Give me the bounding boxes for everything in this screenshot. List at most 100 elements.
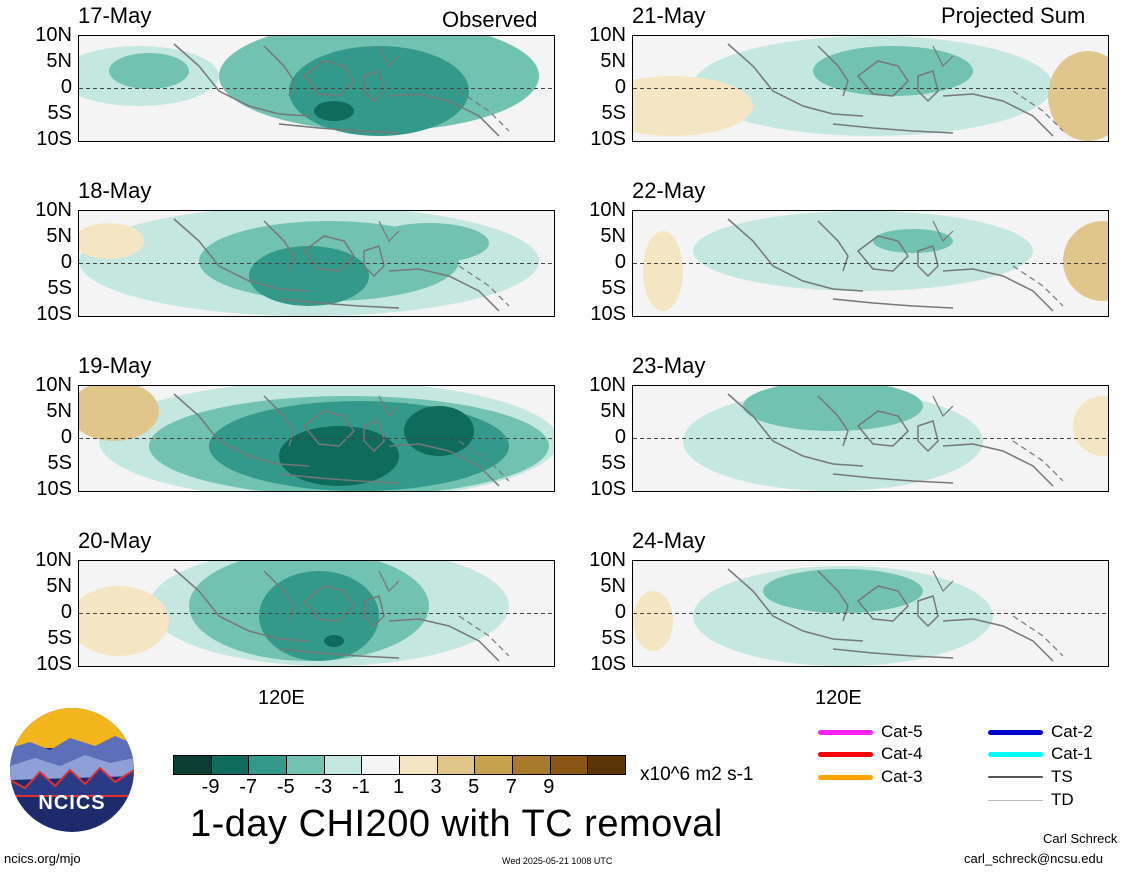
- legend-line: [988, 776, 1043, 778]
- legend-label: Cat-2: [1051, 722, 1093, 741]
- map-panel-23-may: [632, 385, 1109, 492]
- legend-item-cat-1: Cat-1: [988, 743, 1093, 765]
- legend-line: [988, 729, 1043, 735]
- ncics-logo: NCICS: [10, 708, 134, 832]
- legend-item-cat-2: Cat-2: [988, 721, 1093, 743]
- panel-date-20-may: 20-May: [78, 528, 152, 553]
- legend-item-td: TD: [988, 789, 1074, 811]
- colorbar-swatch: [287, 756, 325, 774]
- colorbar-swatch: [362, 756, 401, 774]
- colorbar-tick: -1: [352, 776, 370, 798]
- y-tick: 0: [614, 76, 626, 98]
- colorbar-tick: 9: [543, 776, 555, 798]
- map-panel-24-may: [632, 560, 1109, 667]
- y-tick: 5S: [47, 627, 72, 649]
- y-tick: 5N: [600, 575, 626, 597]
- x-tick-right: 120E: [815, 687, 862, 709]
- colorbar-swatch: [513, 756, 551, 774]
- colorbar-swatch: [475, 756, 514, 774]
- legend-item-cat-3: Cat-3: [818, 766, 923, 788]
- colorbar-tick: -7: [239, 776, 258, 798]
- colorbar-tick: 5: [468, 776, 480, 798]
- legend-line: [988, 799, 1043, 801]
- map-panel-20-may: [78, 560, 555, 667]
- legend-label: Cat-1: [1051, 744, 1093, 763]
- y-tick: 5N: [46, 225, 72, 247]
- panel-date-24-may: 24-May: [632, 528, 706, 553]
- y-tick: 0: [614, 426, 626, 448]
- y-tick: 5N: [600, 50, 626, 72]
- legend-line: [818, 729, 873, 735]
- panel-date-19-may: 19-May: [78, 353, 152, 378]
- colorbar-swatch: [400, 756, 438, 774]
- y-tick: 10S: [590, 478, 626, 500]
- y-tick: 10S: [36, 303, 72, 325]
- x-tick-left: 120E: [258, 687, 305, 709]
- legend-label: Cat-5: [881, 722, 923, 741]
- y-tick: 10N: [35, 199, 72, 221]
- legend-label: Cat-4: [881, 744, 923, 763]
- y-tick: 10N: [589, 549, 626, 571]
- y-tick: 5S: [47, 452, 72, 474]
- legend-line: [988, 751, 1043, 757]
- legend-line: [818, 751, 873, 757]
- map-panel-21-may: [632, 35, 1109, 142]
- panel-date-22-may: 22-May: [632, 178, 706, 203]
- main-title: 1-day CHI200 with TC removal: [190, 803, 723, 845]
- colorbar-swatch: [324, 756, 363, 774]
- colorbar-tick: 7: [505, 776, 517, 798]
- colorbar-tick: 3: [430, 776, 442, 798]
- map-panel-22-may: [632, 210, 1109, 317]
- y-tick: 10N: [589, 374, 626, 396]
- colorbar-tick: -3: [314, 776, 333, 798]
- panel-date-18-may: 18-May: [78, 178, 152, 203]
- y-tick: 5N: [46, 400, 72, 422]
- y-tick: 10S: [590, 303, 626, 325]
- y-tick: 0: [614, 601, 626, 623]
- legend-item-cat-4: Cat-4: [818, 743, 923, 765]
- y-tick: 0: [60, 601, 72, 623]
- projected-sum-tag: Projected Sum: [941, 3, 1086, 28]
- author: Carl Schreck: [1043, 831, 1118, 846]
- map-panel-18-may: [78, 210, 555, 317]
- map-panel-17-may: [78, 35, 555, 142]
- colorbar-tick: 1: [392, 776, 405, 798]
- colorbar: [173, 755, 626, 775]
- y-tick: 5S: [601, 102, 626, 124]
- timestamp: Wed 2025-05-21 1008 UTC: [502, 856, 613, 866]
- colorbar-tick: -9: [201, 776, 220, 798]
- y-tick: 0: [60, 76, 72, 98]
- panel-date-17-may: 17-May: [78, 3, 152, 28]
- y-tick: 5N: [46, 50, 72, 72]
- legend-item-ts: TS: [988, 766, 1073, 788]
- y-tick: 10N: [35, 24, 72, 46]
- colorbar-ticks: -9 -7 -5 -3 -1 1 3 5 7 9: [173, 776, 624, 800]
- legend-line: [818, 774, 873, 780]
- legend-label: Cat-3: [881, 767, 923, 786]
- y-tick: 10N: [589, 199, 626, 221]
- y-tick: 10N: [35, 374, 72, 396]
- observed-tag: Observed: [442, 7, 538, 32]
- y-tick: 5S: [601, 277, 626, 299]
- site-url[interactable]: ncics.org/mjo: [4, 851, 81, 866]
- y-tick: 5S: [601, 627, 626, 649]
- y-tick: 10S: [36, 128, 72, 150]
- y-tick: 5S: [601, 452, 626, 474]
- y-tick: 5N: [46, 575, 72, 597]
- colorbar-swatch: [437, 756, 476, 774]
- y-tick: 0: [60, 426, 72, 448]
- colorbar-units: x10^6 m2 s-1: [640, 764, 754, 785]
- legend-label: TD: [1051, 790, 1074, 809]
- y-tick: 10S: [36, 653, 72, 675]
- colorbar-swatch: [249, 756, 288, 774]
- y-tick: 0: [614, 251, 626, 273]
- y-tick: 5S: [47, 102, 72, 124]
- colorbar-swatch: [174, 756, 212, 774]
- colorbar-swatch: [550, 756, 589, 774]
- y-tick: 5N: [600, 400, 626, 422]
- author-email[interactable]: carl_schreck@ncsu.edu: [964, 851, 1103, 866]
- y-tick: 0: [60, 251, 72, 273]
- y-tick: 10S: [590, 128, 626, 150]
- panel-date-23-may: 23-May: [632, 353, 706, 378]
- y-tick: 5S: [47, 277, 72, 299]
